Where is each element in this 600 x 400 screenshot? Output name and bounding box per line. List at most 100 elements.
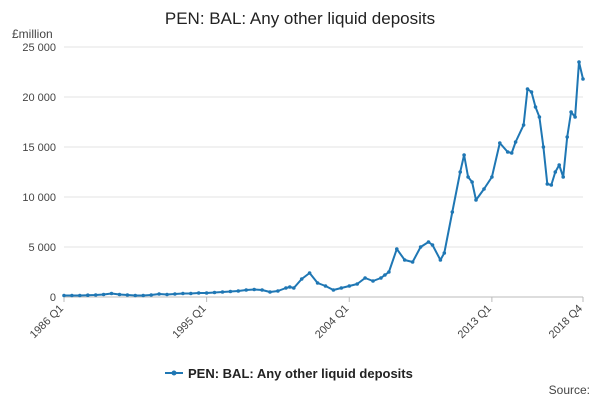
data-point[interactable] [133,293,138,298]
data-point[interactable] [292,286,296,290]
data-point[interactable] [189,291,193,296]
data-point[interactable] [244,288,248,292]
y-tick-label: 15 000 [22,142,56,154]
data-point[interactable] [509,151,514,155]
data-point[interactable] [525,87,530,91]
data-point[interactable] [371,279,375,283]
data-point[interactable] [288,285,292,289]
data-point[interactable] [462,153,466,157]
data-point[interactable] [62,293,66,298]
data-point[interactable] [70,293,74,298]
legend-series-label: PEN: BAL: Any other liquid deposits [188,366,413,381]
y-tick-label: 0 [50,292,56,304]
data-point[interactable] [513,140,518,144]
data-point[interactable] [93,293,98,297]
data-point[interactable] [565,135,569,139]
data-point[interactable] [442,251,447,255]
data-point[interactable] [252,287,256,292]
data-point[interactable] [402,258,407,262]
data-point[interactable] [299,277,304,281]
data-point[interactable] [430,243,435,247]
data-point[interactable] [109,291,114,296]
data-point[interactable] [410,260,415,264]
data-point[interactable] [426,240,431,244]
data-point[interactable] [537,115,542,119]
x-tick-label: 2013 Q1 [456,303,494,341]
data-point[interactable] [561,175,565,179]
data-point[interactable] [307,271,312,275]
data-point[interactable] [165,292,169,297]
data-point[interactable] [541,145,546,149]
data-point[interactable] [557,163,561,167]
data-point[interactable] [573,115,577,119]
x-tick-label: 2004 Q1 [313,303,351,341]
y-tick-label: 10 000 [22,192,56,204]
data-point[interactable] [498,141,502,145]
data-point[interactable] [383,273,387,277]
data-point[interactable] [212,290,217,295]
data-point[interactable] [315,281,320,285]
data-point[interactable] [418,245,423,249]
data-point[interactable] [569,110,573,114]
gridlines [64,46,583,298]
data-point[interactable] [466,175,470,179]
data-point[interactable] [470,180,474,184]
data-point[interactable] [149,293,153,297]
data-point[interactable] [228,289,233,294]
source-label: Source: [549,383,590,397]
y-axis-ticks: 0 5 000 10 000 15 000 20 000 25 000 [22,42,56,304]
data-point[interactable] [323,284,328,288]
data-point[interactable] [553,170,558,174]
data-point[interactable] [157,292,161,296]
data-point[interactable] [125,293,130,297]
data-point[interactable] [474,198,478,202]
data-point[interactable] [577,60,581,64]
data-point[interactable] [482,187,486,191]
y-tick-label: 25 000 [22,42,56,54]
data-point[interactable] [331,288,336,292]
series-line-group [62,60,585,298]
data-point[interactable] [458,170,463,174]
data-point[interactable] [533,105,538,109]
data-point[interactable] [549,183,554,187]
data-point[interactable] [260,288,264,292]
data-point[interactable] [196,291,201,295]
data-point[interactable] [78,293,82,298]
data-point[interactable] [529,90,534,94]
data-point[interactable] [117,292,122,297]
data-point[interactable] [86,293,90,298]
data-point[interactable] [545,182,550,186]
data-point[interactable] [276,289,280,293]
x-axis-ticks: 1986 Q1 1995 Q1 2004 Q1 2013 Q1 2018 Q4 [28,297,585,341]
data-point[interactable] [438,258,443,262]
y-tick-label: 20 000 [22,92,56,104]
data-point[interactable] [379,276,383,280]
y-tick-label: 5 000 [28,242,56,254]
data-point[interactable] [355,282,360,286]
data-point[interactable] [204,291,209,295]
data-point[interactable] [581,77,585,81]
data-point[interactable] [339,286,344,290]
data-point[interactable] [505,150,510,154]
data-point[interactable] [220,290,225,294]
data-point[interactable] [181,291,185,296]
data-point[interactable] [268,290,272,294]
legend[interactable]: PEN: BAL: Any other liquid deposits [165,366,413,381]
data-point[interactable] [450,210,455,214]
legend-swatch-marker [171,370,177,376]
x-tick-label: 1986 Q1 [28,303,66,341]
x-tick-label: 1995 Q1 [170,303,208,341]
data-point[interactable] [173,292,177,296]
data-point[interactable] [101,292,106,297]
data-point[interactable] [490,175,494,179]
data-point[interactable] [236,289,241,293]
data-point[interactable] [395,247,399,251]
data-point[interactable] [363,276,367,280]
data-point[interactable] [284,286,288,290]
data-point[interactable] [387,270,391,274]
data-point[interactable] [347,284,352,288]
x-tick-label: 2018 Q4 [547,303,585,341]
data-point[interactable] [521,123,526,127]
data-point[interactable] [141,293,145,298]
